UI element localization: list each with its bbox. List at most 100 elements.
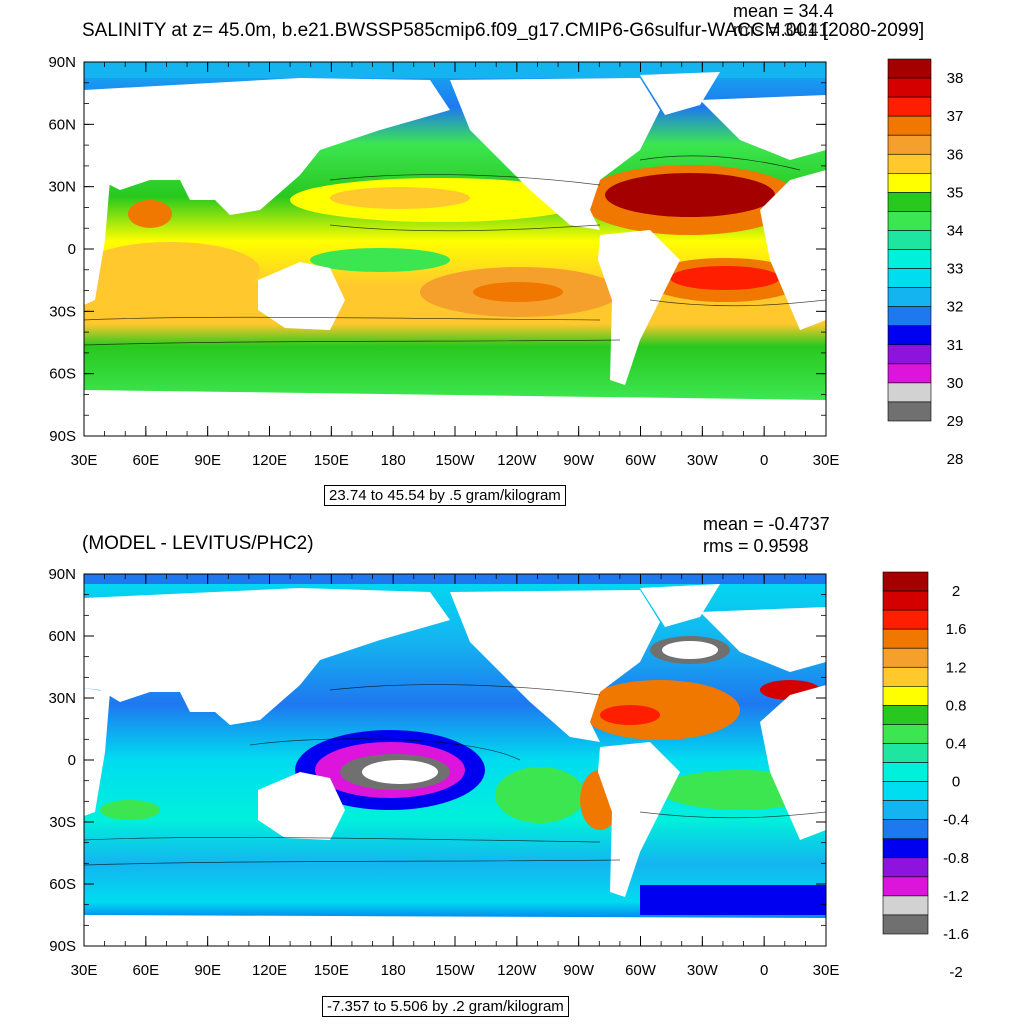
colorbar-label: 1.2 <box>946 659 967 676</box>
lat-label: 60S <box>49 876 76 893</box>
colorbar-label: 28 <box>947 451 964 468</box>
bottom-mean-label: mean = -0.4737 <box>703 514 830 534</box>
lon-label: 120E <box>252 962 287 979</box>
bottom-axes: 90N 60N 30N 0 30S 60S 90S 30E 60E 90E 120E 150E 180 1… <box>48 566 839 979</box>
lon-label: 90W <box>563 452 595 469</box>
lon-label: 120E <box>252 452 287 469</box>
top-panel-title: SALINITY at z= 45.0m, b.e21.BWSSP585cmip… <box>82 20 925 41</box>
bottom-rms-label: rms = 0.9598 <box>703 536 809 556</box>
colorbar-swatch <box>887 344 932 365</box>
colorbar-label: 32 <box>947 299 964 316</box>
colorbar-label: -0.4 <box>943 812 969 829</box>
colorbar-swatch <box>882 609 929 630</box>
colorbar-label: 34 <box>947 222 964 239</box>
colorbar-label: 38 <box>947 70 964 87</box>
lat-label: 0 <box>68 752 76 769</box>
lat-label: 60N <box>48 116 76 133</box>
bottom-panel-title: (MODEL - LEVITUS/PHC2) <box>82 533 314 554</box>
colorbar-label: 0.4 <box>946 735 967 752</box>
lon-label: 180 <box>381 452 406 469</box>
colorbar-swatch <box>887 153 932 174</box>
colorbar-swatch <box>887 77 932 98</box>
colorbar-swatch <box>882 895 929 916</box>
lat-label: 90S <box>49 938 76 955</box>
colorbar-swatch <box>882 914 929 935</box>
lon-label: 120W <box>497 962 537 979</box>
colorbar-swatch <box>887 249 932 269</box>
lat-label: 30N <box>48 179 76 196</box>
colorbar-label: -0.8 <box>943 850 969 867</box>
colorbar-swatch <box>887 287 932 307</box>
lon-label: 150E <box>314 452 349 469</box>
colorbar-swatch <box>887 211 932 231</box>
lon-label: 150W <box>435 452 475 469</box>
colorbar-label: 0 <box>952 774 960 791</box>
lon-label: 0 <box>760 962 768 979</box>
colorbar-swatch <box>887 134 932 155</box>
top-colorbar: 38 37 36 35 34 33 32 31 30 29 28 <box>887 58 964 468</box>
bottom-colorbar: 2 1.6 1.2 0.8 0.4 0 -0.4 -0.8 -1.2 -1.6 -2 <box>882 571 969 981</box>
lat-label: 60S <box>49 366 76 383</box>
colorbar-swatch <box>887 382 932 403</box>
lon-label: 0 <box>760 452 768 469</box>
colorbar-swatch <box>882 800 929 820</box>
colorbar-label: -1.2 <box>943 888 969 905</box>
lon-label: 60E <box>132 962 159 979</box>
colorbar-label: -2 <box>949 964 962 981</box>
colorbar-swatch <box>882 819 929 840</box>
lon-label: 90W <box>563 962 595 979</box>
lon-label: 60W <box>625 962 657 979</box>
lon-label: 120W <box>497 452 537 469</box>
colorbar-swatch <box>887 268 932 288</box>
bottom-contour-caption: -7.357 to 5.506 by .2 gram/kilogram <box>322 996 569 1017</box>
lat-label: 90S <box>49 428 76 445</box>
colorbar-swatch <box>887 230 932 250</box>
colorbar-swatch <box>882 838 929 859</box>
lon-label: 30E <box>71 962 98 979</box>
bottom-map <box>84 574 826 946</box>
top-map <box>84 62 826 436</box>
colorbar-swatch <box>882 666 929 687</box>
colorbar-swatch <box>882 743 929 763</box>
colorbar-swatch <box>882 571 929 592</box>
colorbar-swatch <box>887 363 932 384</box>
lat-label: 90N <box>48 566 76 583</box>
colorbar-swatch <box>882 724 929 744</box>
lon-label: 30E <box>71 452 98 469</box>
lat-label: 30N <box>48 690 76 707</box>
colorbar-label: 37 <box>947 108 964 125</box>
colorbar-label: 29 <box>947 413 964 430</box>
lat-label: 60N <box>48 628 76 645</box>
colorbar-swatch <box>882 762 929 782</box>
lon-label: 90E <box>194 452 221 469</box>
lat-label: 30S <box>49 303 76 320</box>
colorbar-label: 35 <box>947 184 964 201</box>
colorbar-swatch <box>887 306 932 327</box>
lon-label: 150W <box>435 962 475 979</box>
lon-label: 180 <box>381 962 406 979</box>
colorbar-swatch <box>882 705 929 725</box>
colorbar-swatch <box>887 96 932 117</box>
colorbar-swatch <box>887 325 932 346</box>
lon-label: 60W <box>625 452 657 469</box>
colorbar-swatch <box>882 628 929 649</box>
lon-label: 30E <box>813 962 840 979</box>
colorbar-swatch <box>882 590 929 611</box>
bottom-land <box>84 584 826 946</box>
lon-label: 60E <box>132 452 159 469</box>
colorbar-label: 33 <box>947 261 964 278</box>
colorbar-label: 30 <box>947 375 964 392</box>
top-land <box>84 72 826 436</box>
colorbar-swatch <box>882 647 929 668</box>
colorbar-label: 0.8 <box>946 697 967 714</box>
colorbar-swatch <box>882 686 929 706</box>
lat-label: 30S <box>49 814 76 831</box>
lon-label: 30W <box>687 962 719 979</box>
colorbar-swatch <box>882 876 929 897</box>
colorbar-swatch <box>887 192 932 212</box>
lon-label: 150E <box>314 962 349 979</box>
colorbar-swatch <box>887 58 932 79</box>
colorbar-swatch <box>887 173 932 193</box>
colorbar-swatch <box>882 857 929 878</box>
